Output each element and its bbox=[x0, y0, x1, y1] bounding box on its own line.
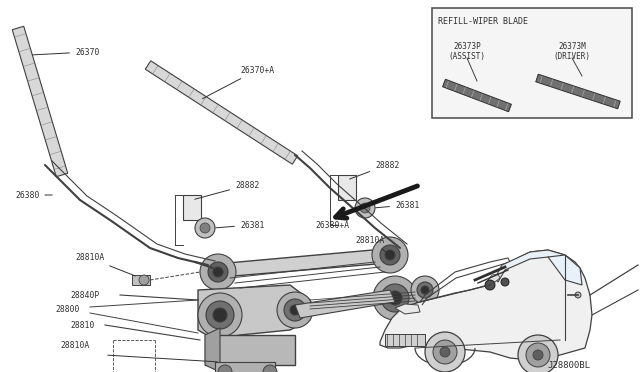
Polygon shape bbox=[205, 248, 400, 278]
Polygon shape bbox=[488, 274, 500, 282]
Polygon shape bbox=[12, 26, 68, 177]
Text: 28800: 28800 bbox=[55, 305, 79, 314]
Polygon shape bbox=[548, 255, 582, 285]
Circle shape bbox=[373, 276, 417, 320]
Polygon shape bbox=[495, 250, 565, 282]
Circle shape bbox=[501, 278, 509, 286]
Bar bbox=[338, 175, 356, 200]
Bar bbox=[132, 275, 150, 285]
Circle shape bbox=[518, 335, 558, 372]
Text: 28882: 28882 bbox=[195, 180, 259, 199]
Bar bbox=[215, 362, 275, 372]
Circle shape bbox=[213, 267, 223, 277]
Text: 28840P: 28840P bbox=[70, 291, 99, 299]
Circle shape bbox=[440, 347, 450, 357]
Circle shape bbox=[533, 350, 543, 360]
Polygon shape bbox=[145, 61, 298, 164]
Circle shape bbox=[360, 203, 370, 213]
Text: 28882: 28882 bbox=[349, 160, 399, 179]
Text: (ASSIST): (ASSIST) bbox=[449, 51, 486, 61]
Circle shape bbox=[381, 284, 409, 312]
Text: (DRIVER): (DRIVER) bbox=[554, 51, 591, 61]
Circle shape bbox=[575, 292, 581, 298]
Text: 26380: 26380 bbox=[15, 190, 52, 199]
Bar bbox=[183, 195, 201, 220]
Circle shape bbox=[206, 301, 234, 329]
Circle shape bbox=[355, 198, 375, 218]
Text: 26373P: 26373P bbox=[453, 42, 481, 51]
Circle shape bbox=[372, 237, 408, 273]
Circle shape bbox=[425, 332, 465, 372]
Text: 26381: 26381 bbox=[216, 221, 264, 230]
Bar bbox=[205, 335, 295, 365]
Circle shape bbox=[526, 343, 550, 367]
Text: 26373M: 26373M bbox=[558, 42, 586, 51]
Text: 28810A: 28810A bbox=[75, 253, 136, 276]
Text: REFILL-WIPER BLADE: REFILL-WIPER BLADE bbox=[438, 16, 528, 26]
Polygon shape bbox=[443, 79, 511, 112]
Text: 28810A: 28810A bbox=[355, 235, 388, 253]
Circle shape bbox=[421, 286, 429, 294]
Circle shape bbox=[208, 262, 228, 282]
Circle shape bbox=[388, 291, 402, 305]
Circle shape bbox=[139, 275, 149, 285]
Circle shape bbox=[433, 340, 457, 364]
Circle shape bbox=[200, 254, 236, 290]
Circle shape bbox=[218, 365, 232, 372]
Circle shape bbox=[198, 293, 242, 337]
Circle shape bbox=[411, 276, 439, 304]
Circle shape bbox=[284, 299, 306, 321]
Bar bbox=[385, 334, 425, 346]
Polygon shape bbox=[198, 285, 310, 340]
Circle shape bbox=[213, 308, 227, 322]
Circle shape bbox=[417, 282, 433, 298]
Bar bbox=[432, 8, 632, 118]
Circle shape bbox=[200, 223, 210, 233]
Polygon shape bbox=[295, 290, 395, 318]
Circle shape bbox=[385, 250, 395, 260]
Circle shape bbox=[485, 280, 495, 290]
Circle shape bbox=[290, 305, 300, 315]
Text: 26370: 26370 bbox=[33, 48, 99, 57]
Circle shape bbox=[263, 365, 277, 372]
Polygon shape bbox=[395, 304, 420, 314]
Circle shape bbox=[380, 245, 400, 265]
Text: 26380+A: 26380+A bbox=[315, 221, 349, 230]
Text: 26370+A: 26370+A bbox=[202, 65, 274, 99]
Polygon shape bbox=[205, 328, 220, 372]
Text: 28810: 28810 bbox=[70, 321, 94, 330]
Polygon shape bbox=[536, 74, 620, 109]
Circle shape bbox=[195, 218, 215, 238]
Circle shape bbox=[277, 292, 313, 328]
Text: 28810A: 28810A bbox=[60, 340, 89, 350]
Polygon shape bbox=[380, 250, 592, 360]
Text: 26381: 26381 bbox=[376, 201, 419, 209]
Text: J28800BL: J28800BL bbox=[547, 360, 590, 369]
